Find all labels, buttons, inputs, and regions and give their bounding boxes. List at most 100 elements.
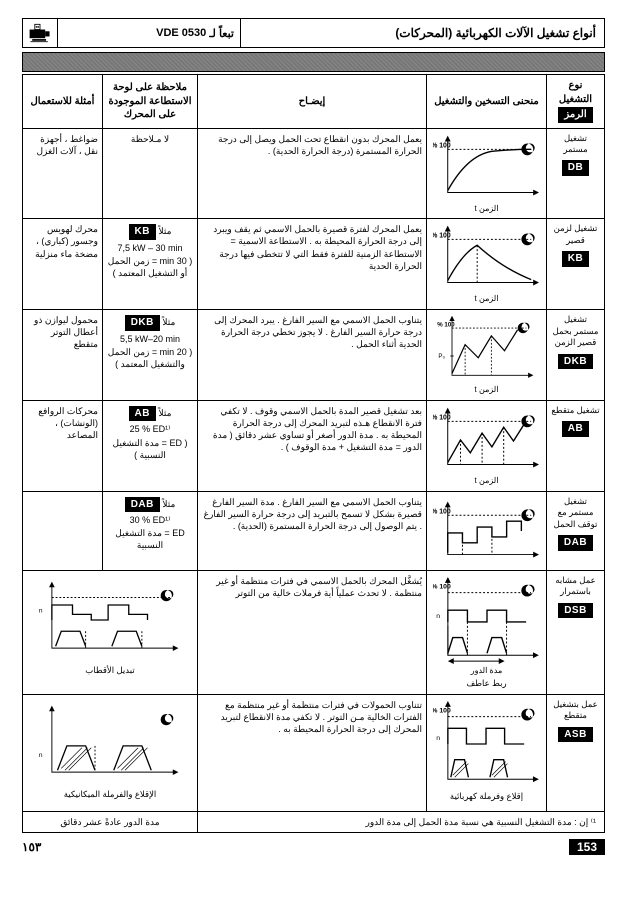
- note-line: 25 % ED¹⁾: [107, 423, 193, 435]
- note: لا مـلاحظة: [103, 128, 198, 219]
- curve-db: 100 %: [433, 133, 541, 203]
- note-prefix: مثلاً: [159, 226, 172, 236]
- note-badge: DKB: [125, 315, 160, 331]
- svg-text:n: n: [39, 607, 43, 614]
- page: أنواع تشغيل الآلات الكهربائية (المحركات)…: [0, 0, 627, 900]
- footnote-row: ¹⁾ إن : مدة التشغيل النسبية هي نسبة مدة …: [23, 811, 605, 832]
- diagram-asb: n: [35, 701, 185, 787]
- desc: يتناوب الحمل الاسمي مع السير الفارغ . مد…: [198, 491, 427, 570]
- page-title: أنواع تشغيل الآلات الكهربائية (المحركات): [240, 19, 604, 47]
- note-prefix: مثلاً: [162, 317, 175, 327]
- note-prefix: مثلاً: [159, 408, 172, 418]
- example: محمول ليوازن ذو أعطال التوتر متقطع: [23, 310, 103, 401]
- row-dsb: عمل مشابه باستمرار DSB 100 % n: [23, 570, 605, 694]
- col-type-badge: الرمز: [558, 107, 592, 123]
- page-numbers: 153 ١٥٣: [22, 839, 605, 855]
- col-type: نوع التشغيل الرمز: [547, 75, 605, 129]
- motor-icon: [23, 19, 57, 47]
- header-standard: VDE 0530 تبعاً لـ: [57, 19, 240, 47]
- table-header-row: نوع التشغيل الرمز منحنى التسخين والتشغيل…: [23, 75, 605, 129]
- type-label: عمل مشابه باستمرار: [551, 575, 600, 598]
- note-badge: KB: [129, 224, 156, 240]
- decorative-banner: [22, 52, 605, 72]
- x-label: مدة الدور: [431, 666, 542, 677]
- note-line: 30 % ED¹⁾: [107, 514, 193, 526]
- table-body: تشغيل مستمر DB 100 % الزمن t يعمل المحرك…: [23, 128, 605, 833]
- y-label: 100 %: [433, 142, 451, 149]
- row-dkb: تشغيل مستمر بحمل قصير الزمن DKB 100 % P₀: [23, 310, 605, 401]
- curve-dsb: 100 % n: [433, 575, 541, 665]
- type-label: تشغيل متقطع: [551, 405, 600, 416]
- type-label: عمل بتشغيل متقطع: [551, 699, 600, 722]
- modes-table: نوع التشغيل الرمز منحنى التسخين والتشغيل…: [22, 74, 605, 833]
- desc: يعمل المحرك لفترة قصيرة بالحمل الاسمي ثم…: [198, 219, 427, 310]
- curve-dkb: 100 % P₀: [433, 314, 541, 384]
- x-label: الزمن t: [431, 204, 542, 215]
- y-label: 100 %: [433, 233, 451, 240]
- type-label: تشغيل مستمر مع توقف الحمل: [551, 496, 600, 530]
- footnote-right: ¹⁾ إن : مدة التشغيل النسبية هي نسبة مدة …: [198, 811, 605, 832]
- curve-kb: 100 %: [433, 223, 541, 293]
- svg-text:n: n: [39, 752, 43, 759]
- note-badge: DAB: [125, 497, 160, 513]
- diagram-caption: الإقلاع والفرملة الميكانيكية: [27, 789, 193, 800]
- type-label: تشغيل لزمن قصير: [551, 223, 600, 246]
- note-line: 7,5 kW – 30 min: [107, 242, 193, 254]
- desc: يتناوب الحمل الاسمي مع السير الفارغ . يب…: [198, 310, 427, 401]
- y-label: 100 %: [437, 321, 455, 328]
- row-asb: عمل بتشغيل متقطع ASB 100 % n: [23, 694, 605, 811]
- type-badge: DKB: [558, 354, 593, 370]
- example: محركات الروافع (الونشات) ، المصاعد: [23, 400, 103, 491]
- diagram-caption: تبديل الأقطاب: [27, 665, 193, 676]
- y-label: 100 %: [433, 583, 451, 590]
- sub-caption: ربط عاطف: [431, 678, 542, 689]
- x-label: الزمن t: [431, 476, 542, 487]
- type-badge: DB: [562, 160, 589, 176]
- y-label: 100 %: [433, 414, 451, 421]
- diagram-dsb: n: [35, 577, 185, 663]
- subtitle-code: VDE 0530: [156, 27, 206, 39]
- example: ضواغط ، أجهزة نقل ، آلات الغزل: [23, 128, 103, 219]
- type-label: تشغيل مستمر: [551, 133, 600, 156]
- y-label: 100 %: [433, 508, 451, 515]
- example: [23, 491, 103, 570]
- col-curve: منحنى التسخين والتشغيل: [427, 75, 547, 129]
- type-badge: KB: [562, 251, 589, 267]
- type-badge: ASB: [558, 727, 593, 743]
- svg-text:n: n: [436, 613, 440, 620]
- row-dab: تشغيل مستمر مع توقف الحمل DAB 100 %: [23, 491, 605, 570]
- note-line: ( ED = مدة التشغيل النسبية ): [107, 437, 193, 461]
- note-line: ( 20 min = زمن الحمل والتشغيل المعتمد ): [107, 346, 193, 370]
- type-badge: DAB: [558, 535, 593, 551]
- footnote-left: مدة الدور عادةً عشر دقائق: [23, 811, 198, 832]
- svg-text:n: n: [436, 735, 440, 742]
- example: محرك لهويس وجسور (كباري) ، مضخة ماء منزل…: [23, 219, 103, 310]
- note-line: 5,5 kW–20 min: [107, 333, 193, 345]
- row-db: تشغيل مستمر DB 100 % الزمن t يعمل المحرك…: [23, 128, 605, 219]
- desc: بعد تشغيل قصير المدة بالحمل الاسمي وقوف …: [198, 400, 427, 491]
- col-note: ملاحظة على لوحة الاستطاعة الموجودة على ا…: [103, 75, 198, 129]
- col-desc: إيضـاح: [198, 75, 427, 129]
- desc: تتناوب الحمولات في فترات منتظمة أو غير م…: [198, 694, 427, 811]
- note-prefix: مثلاً: [162, 499, 175, 509]
- curve-dab: 100 %: [433, 496, 541, 566]
- subtitle-prefix: تبعاً لـ: [209, 27, 234, 40]
- type-badge: DSB: [558, 603, 593, 619]
- row-kb: تشغيل لزمن قصير KB 100 % الزمن t: [23, 219, 605, 310]
- x-label: الزمن t: [431, 294, 542, 305]
- row-ab: تشغيل متقطع AB 100 % الز: [23, 400, 605, 491]
- desc: يُشغَّل المحرك بالحمل الاسمي في فترات من…: [198, 570, 427, 694]
- x-label: الزمن t: [431, 385, 542, 396]
- note-line: ( 30 min = زمن الحمل أو التشغيل المعتمد …: [107, 255, 193, 279]
- type-badge: AB: [562, 421, 589, 437]
- page-header: أنواع تشغيل الآلات الكهربائية (المحركات)…: [22, 18, 605, 48]
- col-type-label: نوع التشغيل: [551, 79, 600, 106]
- type-label: تشغيل مستمر بحمل قصير الزمن: [551, 314, 600, 348]
- y-label: 100 %: [433, 708, 451, 715]
- pagenum-en: 153: [569, 839, 605, 855]
- svg-text:P₀: P₀: [438, 353, 445, 360]
- desc: يعمل المحرك بدون انقطاع تحت الحمل ويصل إ…: [198, 128, 427, 219]
- note-line: ED = مدة التشغيل النسبية: [107, 527, 193, 551]
- note-badge: AB: [129, 406, 156, 422]
- curve-asb: 100 % n: [433, 699, 541, 789]
